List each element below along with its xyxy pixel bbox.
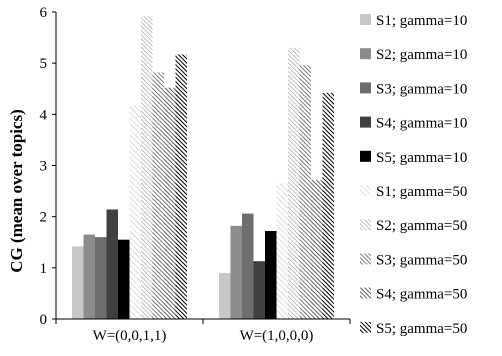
x-category-label: W=(1,0,0,0) — [240, 328, 314, 344]
bar — [141, 16, 153, 320]
bar — [72, 246, 84, 319]
legend-label: S1; gamma=10 — [376, 13, 467, 29]
y-tick-label: 4 — [40, 107, 48, 123]
bar — [288, 47, 300, 320]
y-tick-label: 5 — [40, 56, 48, 72]
legend-label: S3; gamma=50 — [376, 252, 467, 268]
bar — [152, 72, 164, 319]
bar — [299, 65, 311, 319]
legend-label: S5; gamma=10 — [376, 150, 467, 166]
y-tick-label: 0 — [40, 312, 48, 328]
y-tick-label: 6 — [40, 5, 48, 21]
legend-label: S2; gamma=10 — [376, 47, 467, 63]
y-tick-label: 3 — [40, 159, 48, 175]
bar — [311, 179, 323, 319]
bar — [118, 239, 130, 319]
legend-label: S2; gamma=50 — [376, 218, 467, 234]
legend-label: S4; gamma=10 — [376, 116, 467, 132]
bar — [106, 209, 118, 319]
bar — [129, 105, 141, 319]
bar — [276, 183, 288, 319]
legend: S1; gamma=10 S2; gamma=10 S3; gamma=10 S4; … — [360, 13, 467, 337]
legend-label: S5; gamma=50 — [376, 321, 467, 337]
legend-label: S3; gamma=10 — [376, 81, 467, 97]
bar — [95, 237, 107, 319]
bar — [164, 87, 176, 319]
bar — [265, 230, 277, 319]
bar — [230, 225, 242, 319]
legend-swatch — [360, 253, 371, 265]
y-tick-label: 2 — [40, 210, 48, 226]
x-category-label: W=(0,0,1,1) — [93, 328, 167, 344]
legend-swatch — [360, 287, 371, 299]
bar — [175, 54, 187, 320]
bar — [219, 272, 231, 319]
legend-swatch — [360, 321, 371, 333]
legend-label: S1; gamma=50 — [376, 184, 467, 200]
y-axis-label: CG (mean over topics) — [7, 109, 26, 273]
bar — [83, 234, 95, 319]
bar — [242, 213, 254, 319]
legend-swatch — [360, 82, 371, 94]
legend-swatch — [360, 185, 371, 196]
legend-swatch — [360, 14, 371, 25]
legend-swatch — [360, 150, 371, 162]
bar — [322, 92, 334, 320]
legend-swatch — [360, 48, 371, 60]
legend-label: S4; gamma=50 — [376, 287, 467, 303]
bar — [253, 261, 265, 319]
y-tick-label: 1 — [40, 261, 48, 277]
legend-swatch — [360, 116, 371, 128]
axes-group: 0 1 2 3 4 5 6 W=(0,0,1,1) W=(1,0,0,0) — [40, 5, 351, 344]
bars-group — [72, 16, 334, 320]
legend-swatch — [360, 219, 371, 231]
